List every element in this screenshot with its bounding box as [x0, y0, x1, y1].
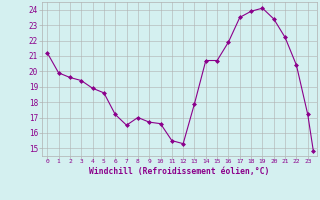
X-axis label: Windchill (Refroidissement éolien,°C): Windchill (Refroidissement éolien,°C) [89, 167, 269, 176]
